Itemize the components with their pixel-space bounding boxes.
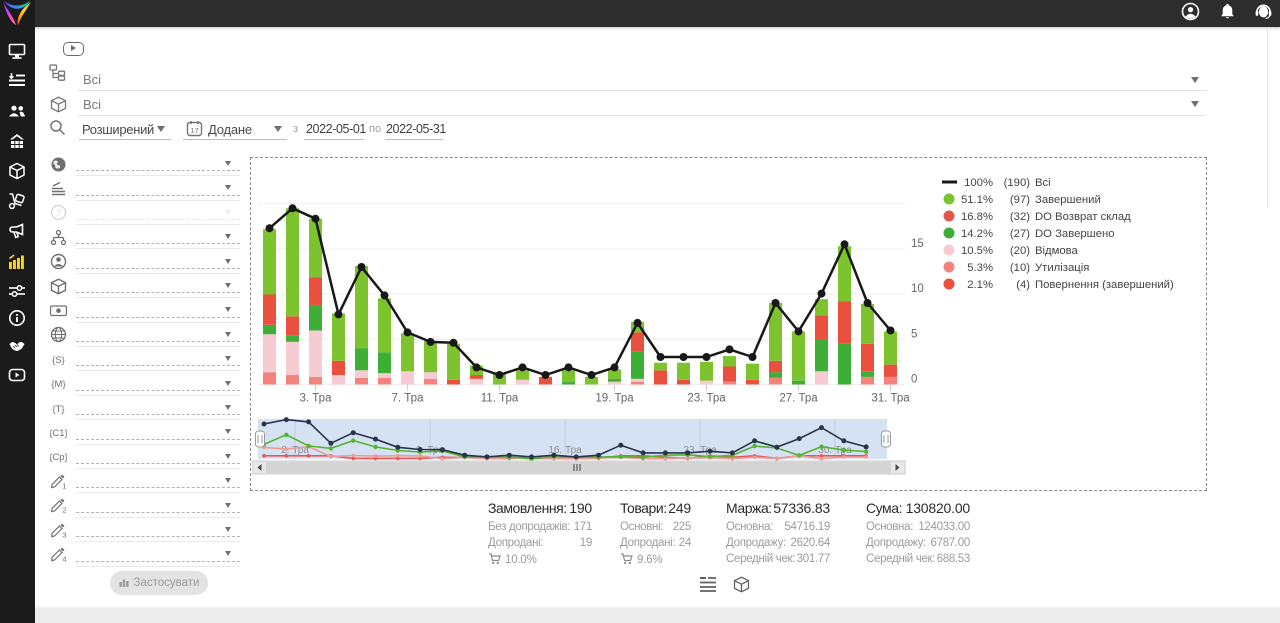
svg-text:4: 4: [62, 554, 66, 563]
svg-text:3: 3: [62, 530, 66, 539]
svg-text:19. Тра: 19. Тра: [595, 393, 634, 405]
svg-text:(32): (32): [1010, 211, 1030, 223]
svg-text:{T}: {T}: [52, 404, 64, 415]
svg-text:2. Тра: 2. Тра: [281, 445, 309, 456]
svg-text:{Cp}: {Cp}: [50, 452, 67, 463]
svg-text:30. Тра: 30. Тра: [818, 445, 852, 456]
svg-text:31. Тра: 31. Тра: [871, 393, 910, 405]
svg-text:Завершений: Завершений: [1035, 194, 1101, 206]
svg-text:9. Тра: 9. Тра: [416, 445, 444, 456]
svg-text:Всі: Всі: [1035, 177, 1051, 189]
svg-text:(4): (4): [1016, 279, 1030, 291]
svg-text:(10): (10): [1010, 262, 1030, 274]
svg-text:23. Тра: 23. Тра: [683, 445, 717, 456]
svg-text:(20): (20): [1010, 245, 1030, 257]
svg-text:{M}: {M}: [51, 379, 65, 390]
svg-text:?: ?: [56, 208, 61, 218]
svg-text:Утилізація: Утилізація: [1035, 262, 1089, 274]
svg-text:3. Тра: 3. Тра: [300, 393, 333, 405]
svg-text:14.2%: 14.2%: [961, 228, 993, 240]
svg-text:10: 10: [911, 283, 924, 295]
svg-text:0: 0: [911, 374, 917, 386]
svg-text:23. Тра: 23. Тра: [687, 393, 726, 405]
svg-text:16.8%: 16.8%: [961, 211, 993, 223]
svg-text:11. Тра: 11. Тра: [481, 393, 519, 405]
svg-text:27. Тра: 27. Тра: [779, 393, 818, 405]
svg-text:(190): (190): [1004, 177, 1031, 189]
svg-text:Відмова: Відмова: [1035, 245, 1079, 257]
svg-text:16. Тра: 16. Тра: [548, 445, 582, 456]
svg-text:{C1}: {C1}: [50, 428, 67, 439]
svg-text:15: 15: [911, 238, 924, 250]
svg-text:10.5%: 10.5%: [961, 245, 993, 257]
svg-text:2.1%: 2.1%: [967, 279, 993, 291]
svg-text:5: 5: [911, 328, 917, 340]
svg-text:1: 1: [62, 481, 66, 490]
svg-text:(27): (27): [1010, 228, 1030, 240]
svg-text:{S}: {S}: [52, 355, 65, 366]
svg-text:DO Завершено: DO Завершено: [1035, 228, 1115, 240]
svg-text:100%: 100%: [964, 177, 993, 189]
svg-text:2: 2: [62, 506, 66, 515]
svg-text:51.1%: 51.1%: [961, 194, 993, 206]
svg-text:(97): (97): [1010, 194, 1030, 206]
svg-text:17: 17: [190, 126, 198, 135]
svg-text:5.3%: 5.3%: [967, 262, 993, 274]
svg-text:Повернення (завершений): Повернення (завершений): [1035, 279, 1174, 291]
svg-text:DO Возврат склад: DO Возврат склад: [1035, 211, 1131, 223]
svg-text:7. Тра: 7. Тра: [392, 393, 425, 405]
